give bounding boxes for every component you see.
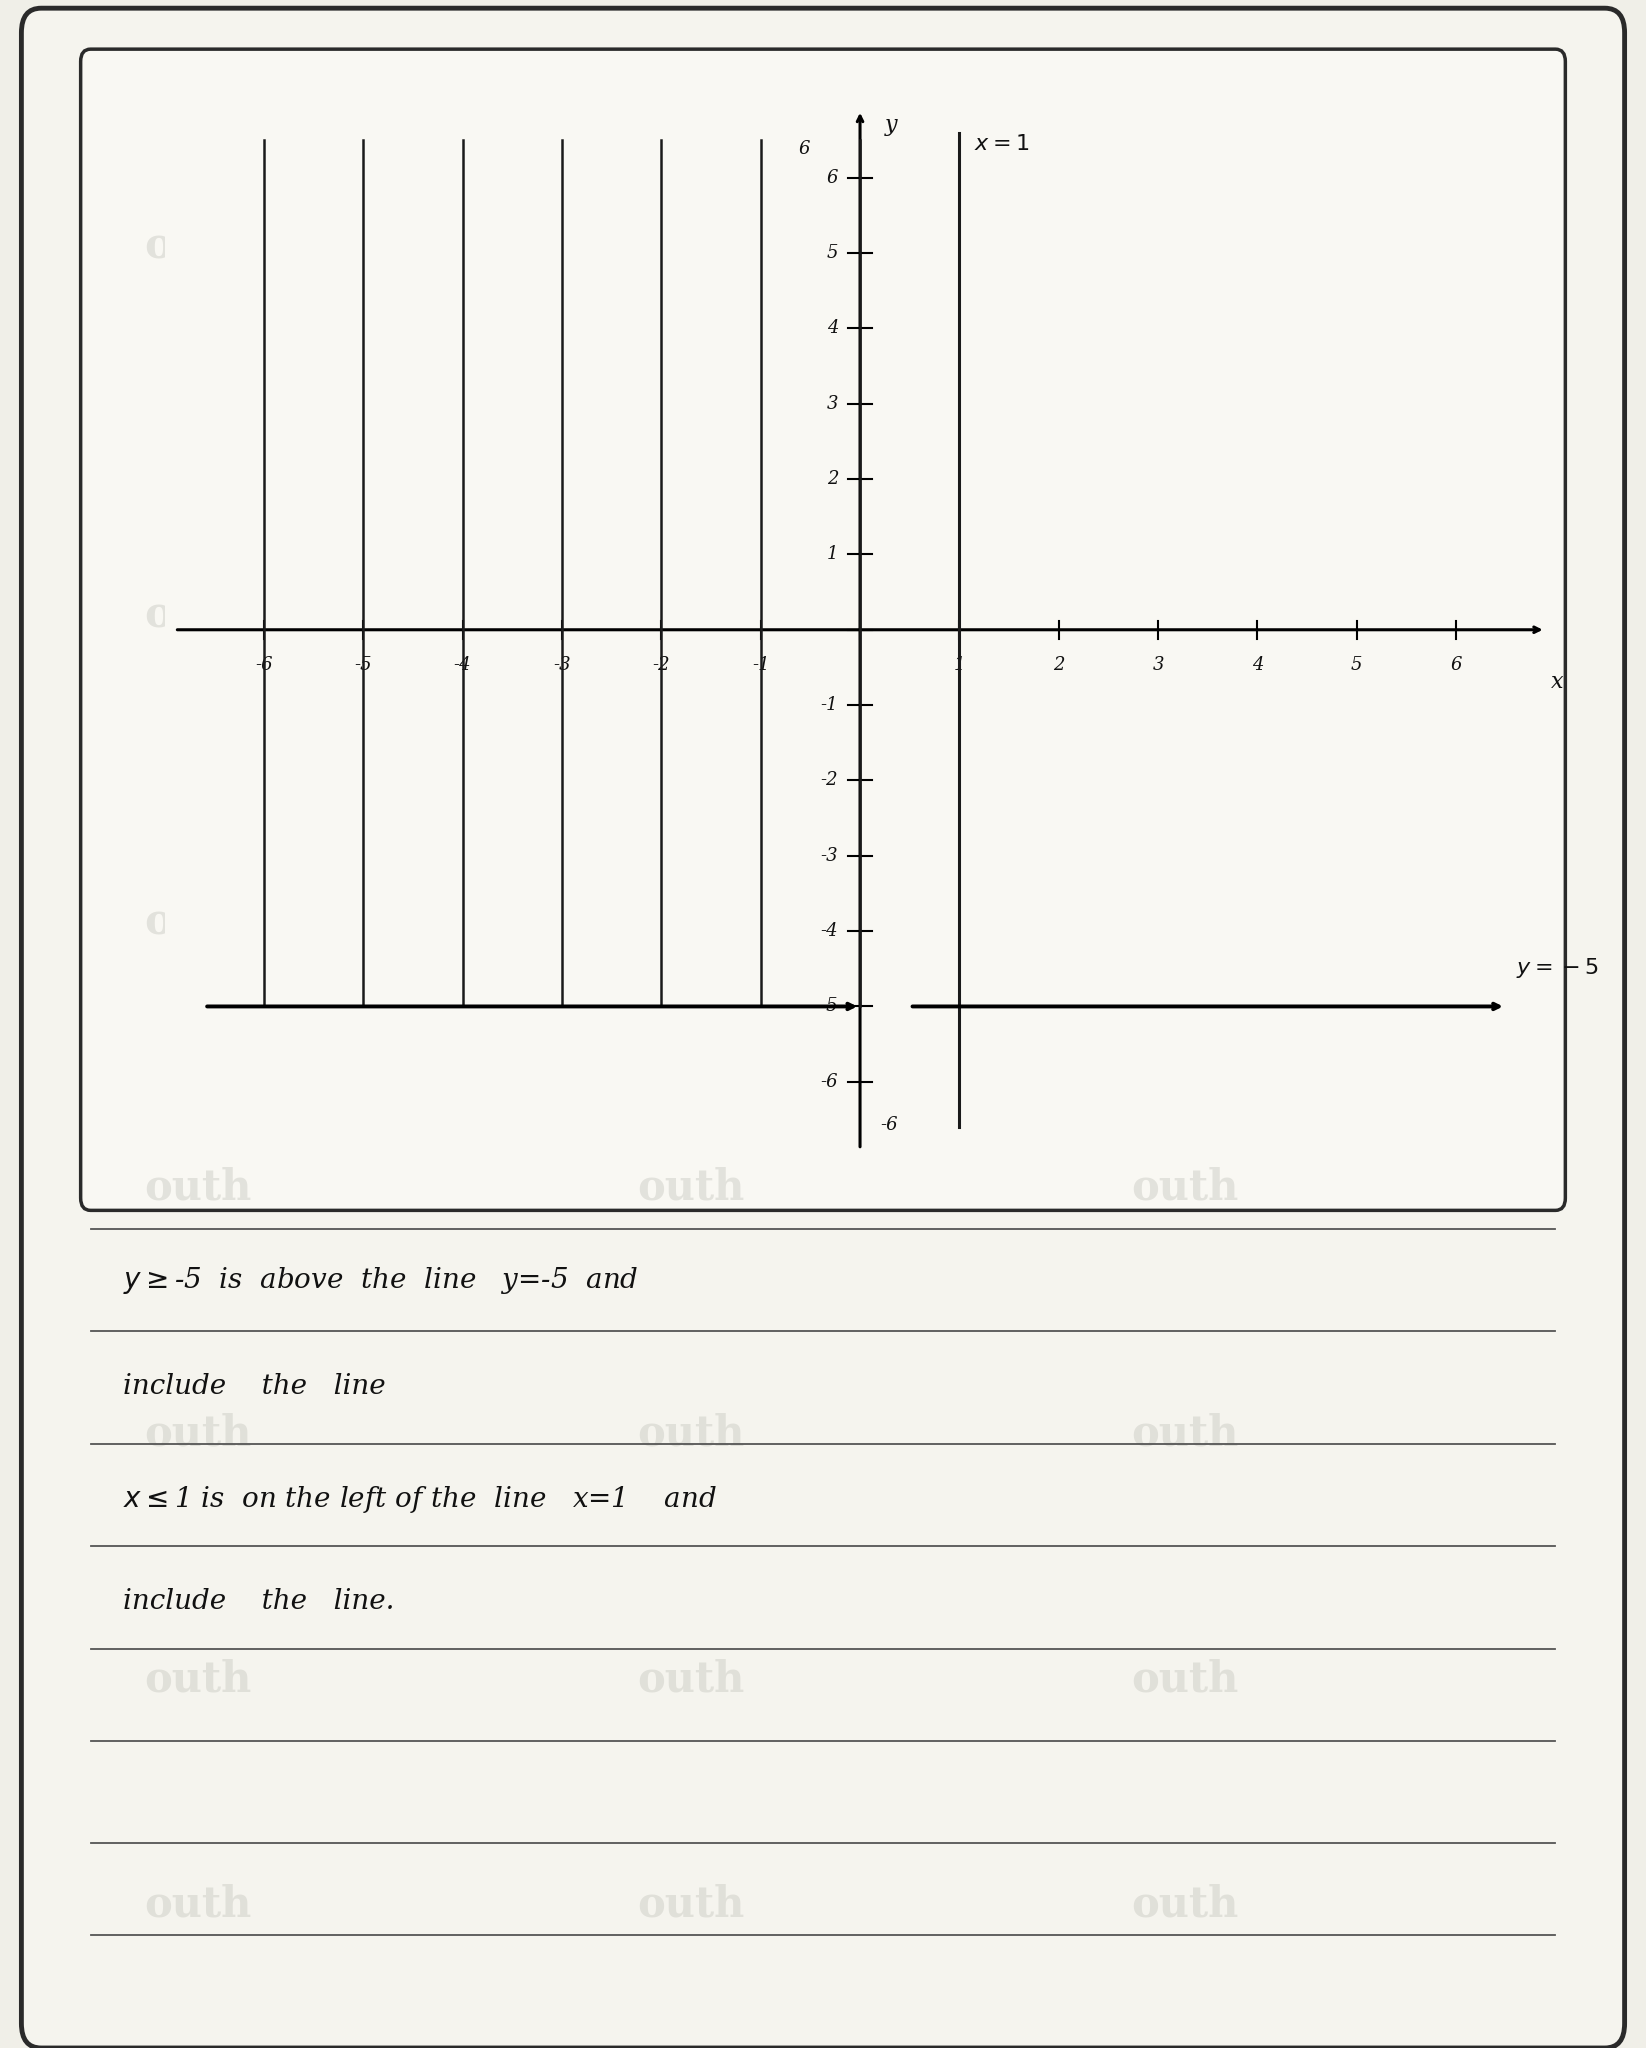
Text: outh: outh [143, 1413, 252, 1454]
Text: $x\leq$1 is  on the left of the  line   x=1    and: $x\leq$1 is on the left of the line x=1 … [123, 1483, 718, 1516]
Text: x: x [1551, 672, 1564, 692]
Text: outh: outh [1131, 225, 1239, 266]
Text: 1: 1 [826, 545, 838, 563]
Text: -5: -5 [354, 655, 372, 674]
Text: outh: outh [1131, 1884, 1239, 1925]
Text: $y\geq$-5  is  above  the  line   y=-5  and: $y\geq$-5 is above the line y=-5 and [123, 1264, 639, 1296]
Text: 5: 5 [1351, 655, 1363, 674]
Text: -3: -3 [821, 846, 838, 864]
Text: -6: -6 [881, 1116, 897, 1135]
Text: outh: outh [143, 901, 252, 942]
FancyBboxPatch shape [81, 49, 1565, 1210]
Text: outh: outh [637, 1884, 746, 1925]
Text: outh: outh [1131, 1659, 1239, 1700]
Text: outh: outh [1131, 594, 1239, 635]
Text: include    the   line: include the line [123, 1372, 387, 1401]
Text: 1: 1 [953, 655, 965, 674]
FancyBboxPatch shape [21, 8, 1625, 2048]
Text: 4: 4 [1251, 655, 1262, 674]
Text: outh: outh [143, 1884, 252, 1925]
Text: -6: -6 [821, 1073, 838, 1092]
Text: y: y [886, 115, 897, 135]
Text: 6: 6 [826, 168, 838, 186]
Text: -6: -6 [255, 655, 273, 674]
Text: outh: outh [637, 1167, 746, 1208]
Text: 3: 3 [826, 395, 838, 414]
Text: outh: outh [637, 1659, 746, 1700]
Text: outh: outh [143, 1659, 252, 1700]
Text: outh: outh [143, 225, 252, 266]
Text: include    the   line.: include the line. [123, 1587, 395, 1616]
Text: outh: outh [637, 1413, 746, 1454]
Text: 3: 3 [1152, 655, 1164, 674]
Text: outh: outh [1131, 1167, 1239, 1208]
Text: -1: -1 [821, 696, 838, 715]
Text: 4: 4 [826, 319, 838, 338]
Text: 6: 6 [1450, 655, 1462, 674]
Text: -2: -2 [652, 655, 670, 674]
Text: 6: 6 [798, 139, 810, 158]
Text: -4: -4 [821, 922, 838, 940]
Text: outh: outh [637, 594, 746, 635]
Text: 2: 2 [826, 471, 838, 487]
Text: $x=1$: $x=1$ [974, 133, 1029, 154]
Text: -2: -2 [821, 772, 838, 788]
Text: 2: 2 [1053, 655, 1065, 674]
Text: outh: outh [637, 901, 746, 942]
Text: -5: -5 [821, 997, 838, 1016]
Text: 5: 5 [826, 244, 838, 262]
Text: $y=-5$: $y=-5$ [1516, 956, 1598, 981]
Text: outh: outh [143, 594, 252, 635]
Text: outh: outh [637, 225, 746, 266]
Text: outh: outh [1131, 1413, 1239, 1454]
Text: -1: -1 [752, 655, 769, 674]
Text: -3: -3 [553, 655, 571, 674]
Text: -4: -4 [454, 655, 471, 674]
Text: outh: outh [1131, 901, 1239, 942]
Text: outh: outh [143, 1167, 252, 1208]
